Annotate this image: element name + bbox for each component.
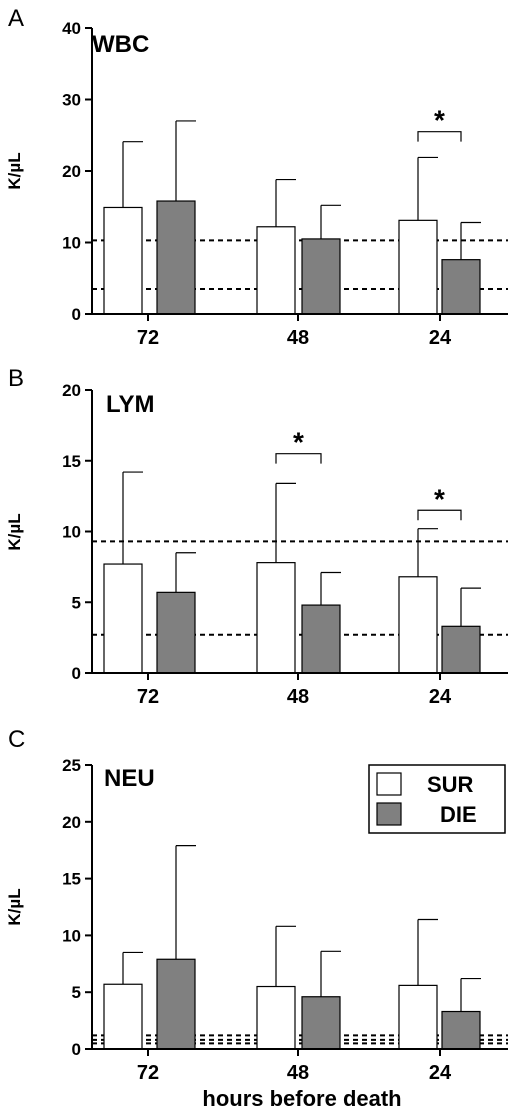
y-tick-label: 20	[62, 162, 81, 181]
significance-bracket	[417, 509, 462, 521]
significance-marker: *	[434, 105, 445, 136]
y-tick-label: 0	[72, 305, 81, 324]
y-tick-label: 10	[62, 234, 81, 253]
panel-letter: B	[8, 365, 24, 392]
bar-sur-48	[256, 985, 296, 1050]
legend-swatch-sur	[376, 772, 402, 796]
y-tick-label: 15	[62, 452, 81, 471]
legend-swatch-die	[376, 802, 402, 826]
y-tick-label: 15	[62, 870, 81, 889]
y-tick-label: 25	[62, 756, 81, 775]
y-tick-label: 40	[62, 19, 81, 38]
bar-sur-24	[398, 984, 438, 1050]
panel-title: LYM	[106, 391, 154, 418]
bar-die-72	[156, 591, 196, 674]
x-tick-label: 72	[137, 686, 159, 708]
y-tick-label: 20	[62, 381, 81, 400]
bar-sur-24	[398, 576, 438, 674]
panel-title: NEU	[104, 765, 155, 792]
bar-die-72	[156, 200, 196, 315]
x-tick-label: 48	[287, 1062, 309, 1084]
bar-die-24	[441, 625, 481, 674]
panel-a: A WBC K/µL 0 10 20 30 40 72 48 24 *	[5, 5, 508, 349]
x-tick-label: 24	[429, 1062, 452, 1084]
y-tick-label: 10	[62, 523, 81, 542]
bar-sur-48	[256, 226, 296, 315]
x-tick-label: 48	[287, 327, 309, 349]
significance-marker: *	[434, 483, 445, 514]
significance-marker: *	[293, 427, 304, 458]
y-tick-label: 5	[72, 983, 81, 1002]
y-tick-label: 10	[62, 926, 81, 945]
legend-label-die: DIE	[440, 802, 477, 827]
bar-die-24	[441, 259, 481, 315]
x-tick-label: 72	[137, 327, 159, 349]
significance-bracket	[275, 453, 322, 464]
bar-die-48	[301, 604, 341, 674]
panel-c: C NEU K/µL 0 5 10 15 20 25 72 48 24 SUR DIE hours befo…	[5, 726, 508, 1111]
bar-sur-72	[103, 206, 143, 315]
bar-sur-24	[398, 219, 438, 315]
y-axis-label: K/µL	[5, 152, 24, 189]
y-axis-label: K/µL	[5, 513, 24, 550]
y-tick-label: 5	[72, 593, 81, 612]
x-tick-label: 48	[287, 686, 309, 708]
significance-bracket	[417, 131, 462, 142]
bar-die-48	[301, 996, 341, 1050]
panel-title: WBC	[92, 31, 149, 58]
legend: SUR DIE	[368, 764, 506, 834]
panel-letter: A	[8, 5, 24, 32]
y-axis-label: K/µL	[5, 888, 24, 925]
x-axis-label: hours before death	[202, 1086, 401, 1111]
y-tick-label: 0	[72, 664, 81, 683]
x-tick-label: 24	[429, 686, 452, 708]
y-tick-label: 30	[62, 91, 81, 110]
bar-sur-72	[103, 563, 143, 674]
bar-die-48	[301, 238, 341, 315]
panel-b: B LYM K/µL 0 5 10 15 20 72 48 24 * *	[5, 365, 508, 708]
x-tick-label: 24	[429, 327, 452, 349]
bar-sur-48	[256, 562, 296, 674]
bar-sur-72	[103, 983, 143, 1050]
bar-die-72	[156, 958, 196, 1050]
panel-letter: C	[8, 726, 25, 753]
y-tick-label: 20	[62, 813, 81, 832]
legend-label-sur: SUR	[427, 772, 474, 797]
bar-die-24	[441, 1010, 481, 1050]
x-tick-label: 72	[137, 1062, 159, 1084]
y-tick-label: 0	[72, 1040, 81, 1059]
